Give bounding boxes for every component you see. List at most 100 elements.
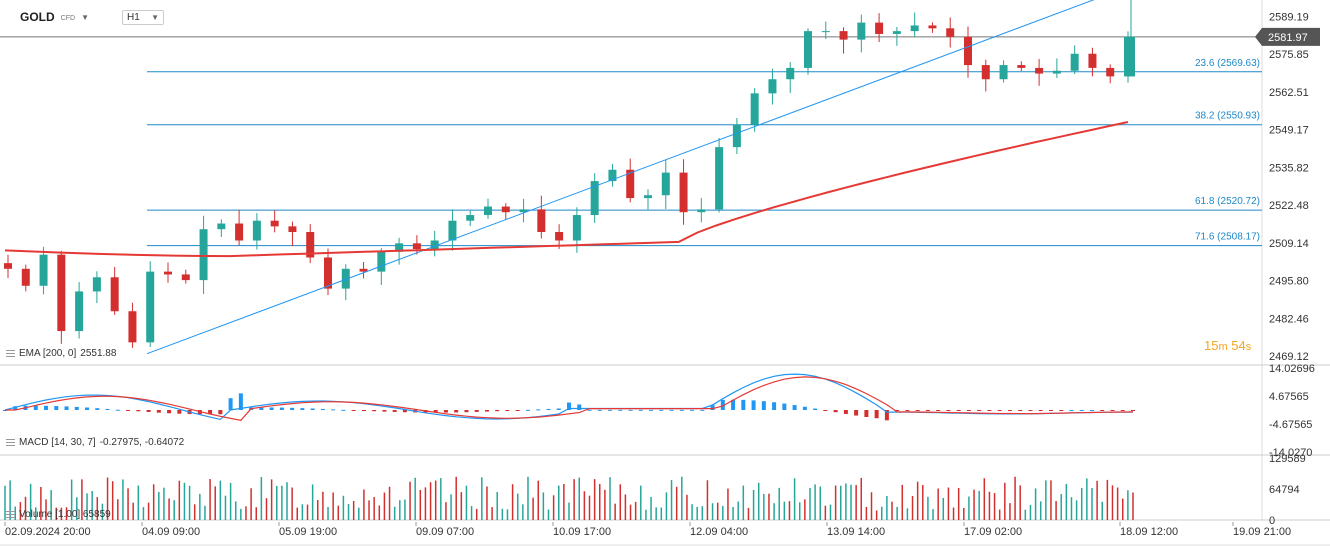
candle-body <box>1017 65 1026 68</box>
candle-body <box>608 169 617 182</box>
macd-histogram-bar <box>95 408 100 410</box>
candle-body <box>235 223 244 241</box>
macd-histogram-bar <box>710 404 715 410</box>
macd-histogram-bar <box>567 402 571 410</box>
macd-histogram-bar <box>310 408 315 410</box>
macd-histogram-bar <box>1120 409 1125 411</box>
macd-histogram-bar <box>823 409 828 411</box>
candle-body <box>448 220 457 241</box>
candle-body <box>892 31 901 34</box>
macd-histogram-bar <box>608 409 613 411</box>
macd-histogram-bar <box>351 409 356 411</box>
candle-body <box>857 22 866 40</box>
timeframe-label: H1 <box>127 12 140 23</box>
macd-histogram-bar <box>443 409 448 413</box>
candle-body <box>288 226 297 233</box>
macd-histogram-bar <box>44 405 49 410</box>
price-tick-label: 2495.80 <box>1269 276 1309 288</box>
macd-histogram-bar <box>1038 409 1043 411</box>
candle-body <box>430 240 439 249</box>
macd-legend[interactable]: MACD [14, 30, 7] -0.27975, -0.64072 <box>6 437 184 448</box>
macd-histogram-bar <box>454 409 459 413</box>
candle-countdown: 15m 54s <box>1204 338 1251 353</box>
candle-body <box>1035 67 1044 74</box>
macd-histogram-bar <box>925 409 930 411</box>
volume-tick-label: 129589 <box>1269 453 1306 465</box>
time-axis-label: 12.09 04:00 <box>690 526 748 538</box>
ema-legend[interactable]: EMA [200, 0] 2551.88 <box>6 348 116 359</box>
macd-histogram-bar <box>669 409 674 411</box>
macd-histogram-bar <box>905 409 910 411</box>
time-axis-label: 09.09 07:00 <box>416 526 474 538</box>
macd-histogram-bar <box>290 407 295 410</box>
macd-histogram-bar <box>126 409 131 411</box>
macd-histogram-bar <box>731 399 736 410</box>
macd-histogram-bar <box>854 409 859 416</box>
macd-histogram-bar <box>638 409 643 411</box>
macd-histogram-bar <box>813 408 818 410</box>
macd-histogram-bar <box>64 406 69 410</box>
candle-body <box>519 209 528 213</box>
macd-histogram-bar <box>1110 409 1115 411</box>
macd-histogram-bar <box>556 408 561 410</box>
candle-body <box>715 147 724 210</box>
candle-body <box>786 67 795 80</box>
macd-tick-label: -14.0270 <box>1269 447 1312 459</box>
candle-body <box>395 243 404 252</box>
menu-icon[interactable] <box>6 350 15 357</box>
candle-body <box>964 36 972 66</box>
candle-body <box>270 220 279 227</box>
macd-histogram-bar <box>74 406 79 410</box>
macd-histogram-bar <box>341 409 346 411</box>
symbol-name: GOLD <box>20 10 55 24</box>
macd-histogram-bar <box>218 409 223 415</box>
macd-histogram-bar <box>372 409 377 412</box>
menu-icon[interactable] <box>6 511 15 518</box>
instrument-type: CFD <box>60 15 76 22</box>
candle-body <box>679 172 688 213</box>
price-tick-label: 2589.19 <box>1269 11 1309 23</box>
macd-histogram-bar <box>505 409 510 411</box>
time-axis-label: 13.09 14:00 <box>827 526 885 538</box>
macd-histogram-bar <box>1048 409 1053 411</box>
candle-body <box>1070 53 1079 71</box>
macd-histogram-bar <box>279 407 284 410</box>
macd-histogram-bar <box>136 409 141 412</box>
candle-body <box>412 243 421 249</box>
macd-histogram-bar <box>1069 409 1074 411</box>
macd-histogram-bar <box>1018 409 1023 411</box>
macd-histogram-bar <box>146 409 151 413</box>
chevron-down-icon[interactable]: ▼ <box>81 12 89 22</box>
macd-histogram-bar <box>659 409 664 411</box>
macd-histogram-bar <box>761 401 766 410</box>
macd-histogram-bar <box>546 408 551 410</box>
macd-histogram-bar <box>772 402 777 410</box>
macd-histogram-bar <box>433 409 438 413</box>
candle-body <box>1052 70 1061 74</box>
macd-histogram-bar <box>1028 409 1033 411</box>
price-tick-label: 2482.46 <box>1269 313 1309 325</box>
symbol-selector[interactable]: GOLD CFD ▼ <box>20 10 89 24</box>
price-tick-label: 2469.12 <box>1269 351 1309 363</box>
fib-level-label: 71.6 (2508.17) <box>1195 232 1260 243</box>
time-axis-label: 04.09 09:00 <box>142 526 200 538</box>
macd-histogram-bar <box>320 408 325 410</box>
timeframe-selector[interactable]: H1 ▼ <box>122 10 164 25</box>
price-tick-label: 2575.85 <box>1269 49 1309 61</box>
candle-body <box>555 232 564 241</box>
volume-legend[interactable]: Volume [1.00] 65859 <box>6 509 111 520</box>
macd-histogram-bar <box>208 409 213 415</box>
ema-label: EMA [200, 0] <box>19 348 77 359</box>
macd-histogram-bar <box>700 409 705 411</box>
ema-value: 2551.88 <box>80 348 117 359</box>
candle-body <box>661 172 670 196</box>
macd-histogram-bar <box>587 409 592 411</box>
menu-icon[interactable] <box>6 439 15 446</box>
candle-body <box>1127 36 1135 77</box>
macd-histogram-bar <box>85 407 90 410</box>
macd-histogram-bar <box>782 403 787 410</box>
time-axis-label: 05.09 19:00 <box>279 526 337 538</box>
candle-body <box>75 291 84 332</box>
macd-histogram-bar <box>997 409 1002 411</box>
